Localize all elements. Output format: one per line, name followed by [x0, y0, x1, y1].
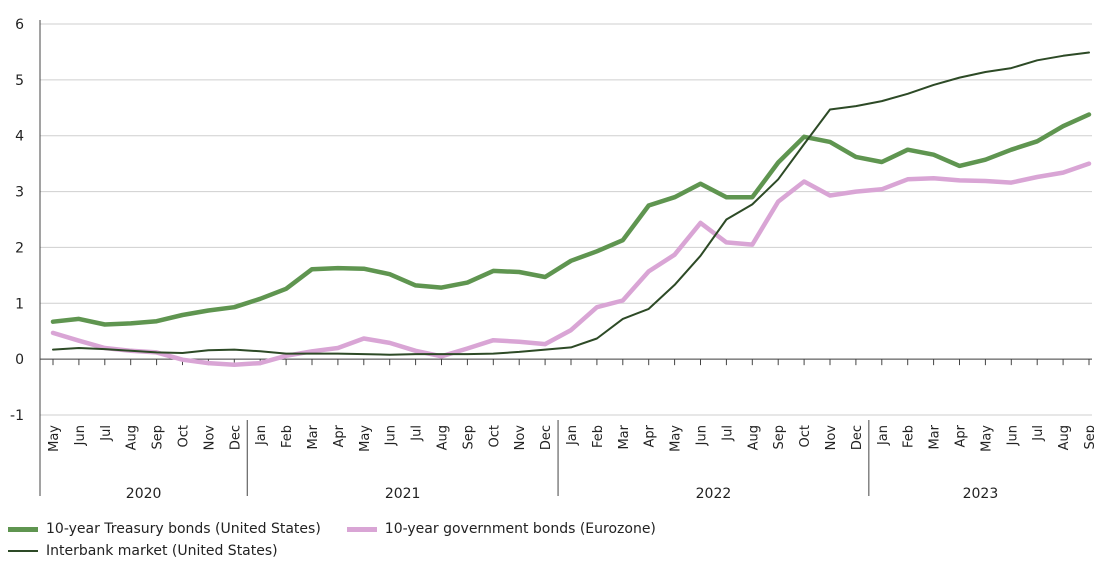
x-tick-label: Oct	[798, 425, 813, 447]
x-tick-label: Apr	[332, 424, 347, 447]
legend-swatch-interbank	[8, 550, 38, 552]
legend-label-eurozone: 10-year government bonds (Eurozone)	[384, 521, 656, 537]
x-tick-label: Aug	[746, 425, 761, 450]
series-line-us-treasury	[50, 112, 1092, 327]
series-line-interbank	[52, 51, 1090, 356]
x-tick-label: Nov	[202, 425, 217, 451]
grid-lines	[40, 23, 1092, 416]
legend-swatch-us-treasury	[8, 526, 38, 532]
series-line-eurozone	[50, 161, 1092, 367]
x-tick-label: Mar	[617, 424, 632, 449]
x-tick-label: Oct	[487, 425, 502, 447]
x-tick-label: May	[358, 425, 373, 452]
x-tick-label: Jul	[1031, 425, 1046, 442]
y-tick-label: 3	[15, 185, 24, 201]
legend-row-1: 10-year Treasury bonds (United States) 1…	[8, 518, 682, 540]
legend-label-interbank: Interbank market (United States)	[46, 543, 278, 559]
legend-item-interbank: Interbank market (United States)	[8, 543, 278, 559]
x-tick-label: Feb	[591, 425, 606, 448]
legend-row-2: Interbank market (United States)	[8, 540, 682, 562]
y-axis-tick-labels: 6 5 4 3 2 1 0 -1	[10, 17, 24, 424]
x-tick-label: Nov	[513, 425, 528, 451]
x-tick-label: Jul	[720, 425, 735, 442]
line-chart: 6 5 4 3 2 1 0 -1 May Jun Jul Aug Sep Oct Nov Dec Jan Feb…	[10, 17, 1094, 502]
y-tick-label: 0	[15, 352, 24, 368]
legend-label-us-treasury: 10-year Treasury bonds (United States)	[46, 521, 321, 537]
y-tick-label: 2	[15, 240, 24, 256]
y-tick-label: 1	[15, 296, 24, 312]
year-label: 2022	[696, 486, 732, 502]
legend-item-eurozone: 10-year government bonds (Eurozone)	[346, 521, 656, 537]
x-tick-label: Jul	[99, 425, 114, 442]
x-tick-label: Mar	[306, 424, 321, 449]
year-label: 2020	[126, 486, 162, 502]
x-tick-label: Dec	[539, 425, 554, 450]
y-tick-label: 5	[15, 73, 24, 89]
x-tick-label: Dec	[850, 425, 865, 450]
x-axis: May Jun Jul Aug Sep Oct Nov Dec Jan Feb Mar Apr May J…	[39, 20, 1094, 502]
legend: 10-year Treasury bonds (United States) 1…	[8, 518, 682, 562]
x-tick-label: Nov	[824, 425, 839, 451]
x-tick-label: Jun	[384, 425, 399, 446]
x-tick-label: May	[669, 425, 684, 452]
y-tick-label: 4	[15, 129, 24, 145]
series-lines	[50, 51, 1092, 367]
x-tick-label: Sep	[461, 425, 476, 450]
year-label: 2023	[963, 486, 999, 502]
x-tick-label: Jan	[254, 425, 269, 446]
x-tick-label: May	[47, 425, 62, 452]
x-tick-label: Aug	[436, 425, 451, 450]
x-tick-label: Feb	[902, 425, 917, 448]
x-tick-label: Jul	[410, 425, 425, 442]
x-tick-label: Jun	[695, 425, 710, 446]
x-tick-label: Aug	[1057, 425, 1072, 450]
x-tick-label: Jun	[1005, 425, 1020, 446]
x-tick-label: May	[979, 425, 994, 452]
x-tick-label: Dec	[228, 425, 243, 450]
x-tick-label: Jun	[73, 425, 88, 446]
legend-item-us-treasury: 10-year Treasury bonds (United States)	[8, 521, 321, 537]
y-tick-label: 6	[15, 17, 24, 33]
x-tick-label: Apr	[954, 424, 969, 447]
x-tick-label: Sep	[1083, 425, 1094, 450]
x-tick-label: Sep	[151, 425, 166, 450]
y-tick-label: -1	[10, 408, 24, 424]
legend-swatch-eurozone	[346, 526, 377, 532]
x-tick-label: Apr	[643, 424, 658, 447]
x-tick-label: Aug	[125, 425, 140, 450]
x-tick-label: Oct	[177, 425, 192, 447]
x-tick-label: Mar	[928, 424, 943, 449]
x-tick-label: Feb	[280, 425, 295, 448]
x-tick-label: Jan	[565, 425, 580, 446]
x-tick-label: Sep	[772, 425, 787, 450]
x-tick-label: Jan	[876, 425, 891, 446]
year-label: 2021	[385, 486, 421, 502]
